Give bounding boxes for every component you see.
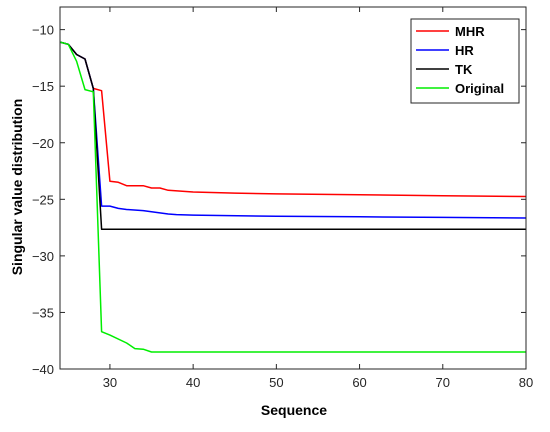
x-tick-label: 60: [352, 375, 366, 390]
x-tick-label: 50: [269, 375, 283, 390]
x-tick-label: 80: [519, 375, 533, 390]
legend-box: [410, 18, 520, 104]
y-tick-label: −40: [32, 362, 54, 377]
legend-label-hr: HR: [455, 43, 474, 58]
legend-label-mhr: MHR: [455, 24, 485, 39]
y-axis-label: Singular value distribution: [9, 99, 25, 276]
legend: MHR HR TK Original: [410, 18, 520, 104]
y-tick-label: −30: [32, 249, 54, 264]
y-tick-label: −25: [32, 192, 54, 207]
plot-area: [60, 41, 526, 353]
axes: 30 40 50 60 70 80 −10 −15 −20 −25 −30 −35 −40: [32, 6, 533, 390]
x-tick-label: 70: [436, 375, 450, 390]
series-line-original: [60, 41, 526, 353]
y-tick-label: −35: [32, 305, 54, 320]
x-axis-label: Sequence: [261, 402, 327, 418]
y-tick-label: −20: [32, 136, 54, 151]
y-tick-label: −10: [32, 23, 54, 38]
legend-label-tk: TK: [455, 62, 473, 77]
series-group: [60, 41, 526, 353]
legend-label-original: Original: [455, 81, 504, 96]
x-tick-label: 30: [103, 375, 117, 390]
y-tick-label: −15: [32, 79, 54, 94]
axes-box: [59, 6, 527, 370]
x-tick-label: 40: [186, 375, 200, 390]
